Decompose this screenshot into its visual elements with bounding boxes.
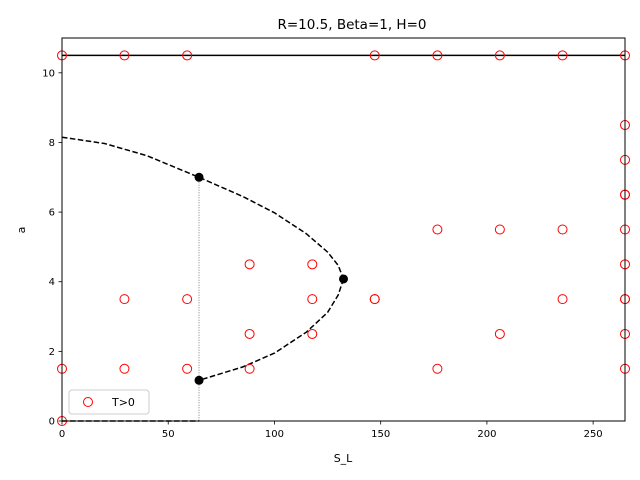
bifurcation-point	[194, 375, 204, 385]
plot-frame	[61, 37, 626, 422]
legend-label: T>0	[111, 396, 135, 409]
chart-title: R=10.5, Beta=1, H=0	[277, 17, 426, 33]
y-tick-label: 6	[49, 208, 55, 219]
legend: T>0	[68, 389, 150, 415]
x-tick-label: 100	[265, 429, 284, 440]
plot-area	[57, 50, 630, 426]
data-point	[307, 328, 318, 339]
x-tick-label: 200	[477, 429, 496, 440]
data-point	[244, 328, 255, 339]
data-point	[119, 363, 130, 374]
x-tick-label: 0	[59, 429, 65, 440]
data-point	[119, 50, 130, 61]
series-curve-dashed-upper	[61, 136, 345, 280]
data-point	[557, 50, 568, 61]
y-tick-label: 2	[49, 347, 55, 358]
bifurcation-point	[194, 172, 204, 182]
y-tick-label: 4	[49, 277, 55, 288]
data-point	[494, 328, 505, 339]
data-point	[182, 363, 193, 374]
bifurcation-point	[339, 274, 348, 284]
data-point	[432, 363, 443, 374]
x-axis-label: S_L	[334, 452, 353, 465]
x-tick-label: 150	[371, 429, 390, 440]
data-point	[119, 294, 130, 305]
data-point	[182, 50, 193, 61]
y-tick-label: 10	[42, 68, 55, 79]
data-point	[369, 294, 380, 305]
y-axis-label: a	[15, 227, 28, 234]
x-tick-label: 50	[162, 429, 175, 440]
legend-marker	[83, 397, 93, 407]
data-point	[182, 294, 193, 305]
data-point	[307, 259, 318, 270]
data-point	[244, 259, 255, 270]
x-tick-label: 250	[584, 429, 603, 440]
y-axis: 0 2 4 6 8 10	[42, 68, 62, 428]
data-point	[557, 224, 568, 235]
data-point	[432, 50, 443, 61]
data-point	[369, 50, 380, 61]
y-tick-label: 0	[49, 417, 55, 428]
data-point	[244, 363, 255, 374]
y-tick-label: 8	[49, 138, 55, 149]
data-point	[432, 224, 443, 235]
data-point	[494, 50, 505, 61]
x-axis: 0 50 100 150 200 250	[59, 421, 603, 440]
data-point	[307, 294, 318, 305]
series-curve-dashed-lower	[198, 278, 345, 382]
legend-box	[68, 389, 150, 415]
data-point	[494, 224, 505, 235]
data-point	[557, 294, 568, 305]
